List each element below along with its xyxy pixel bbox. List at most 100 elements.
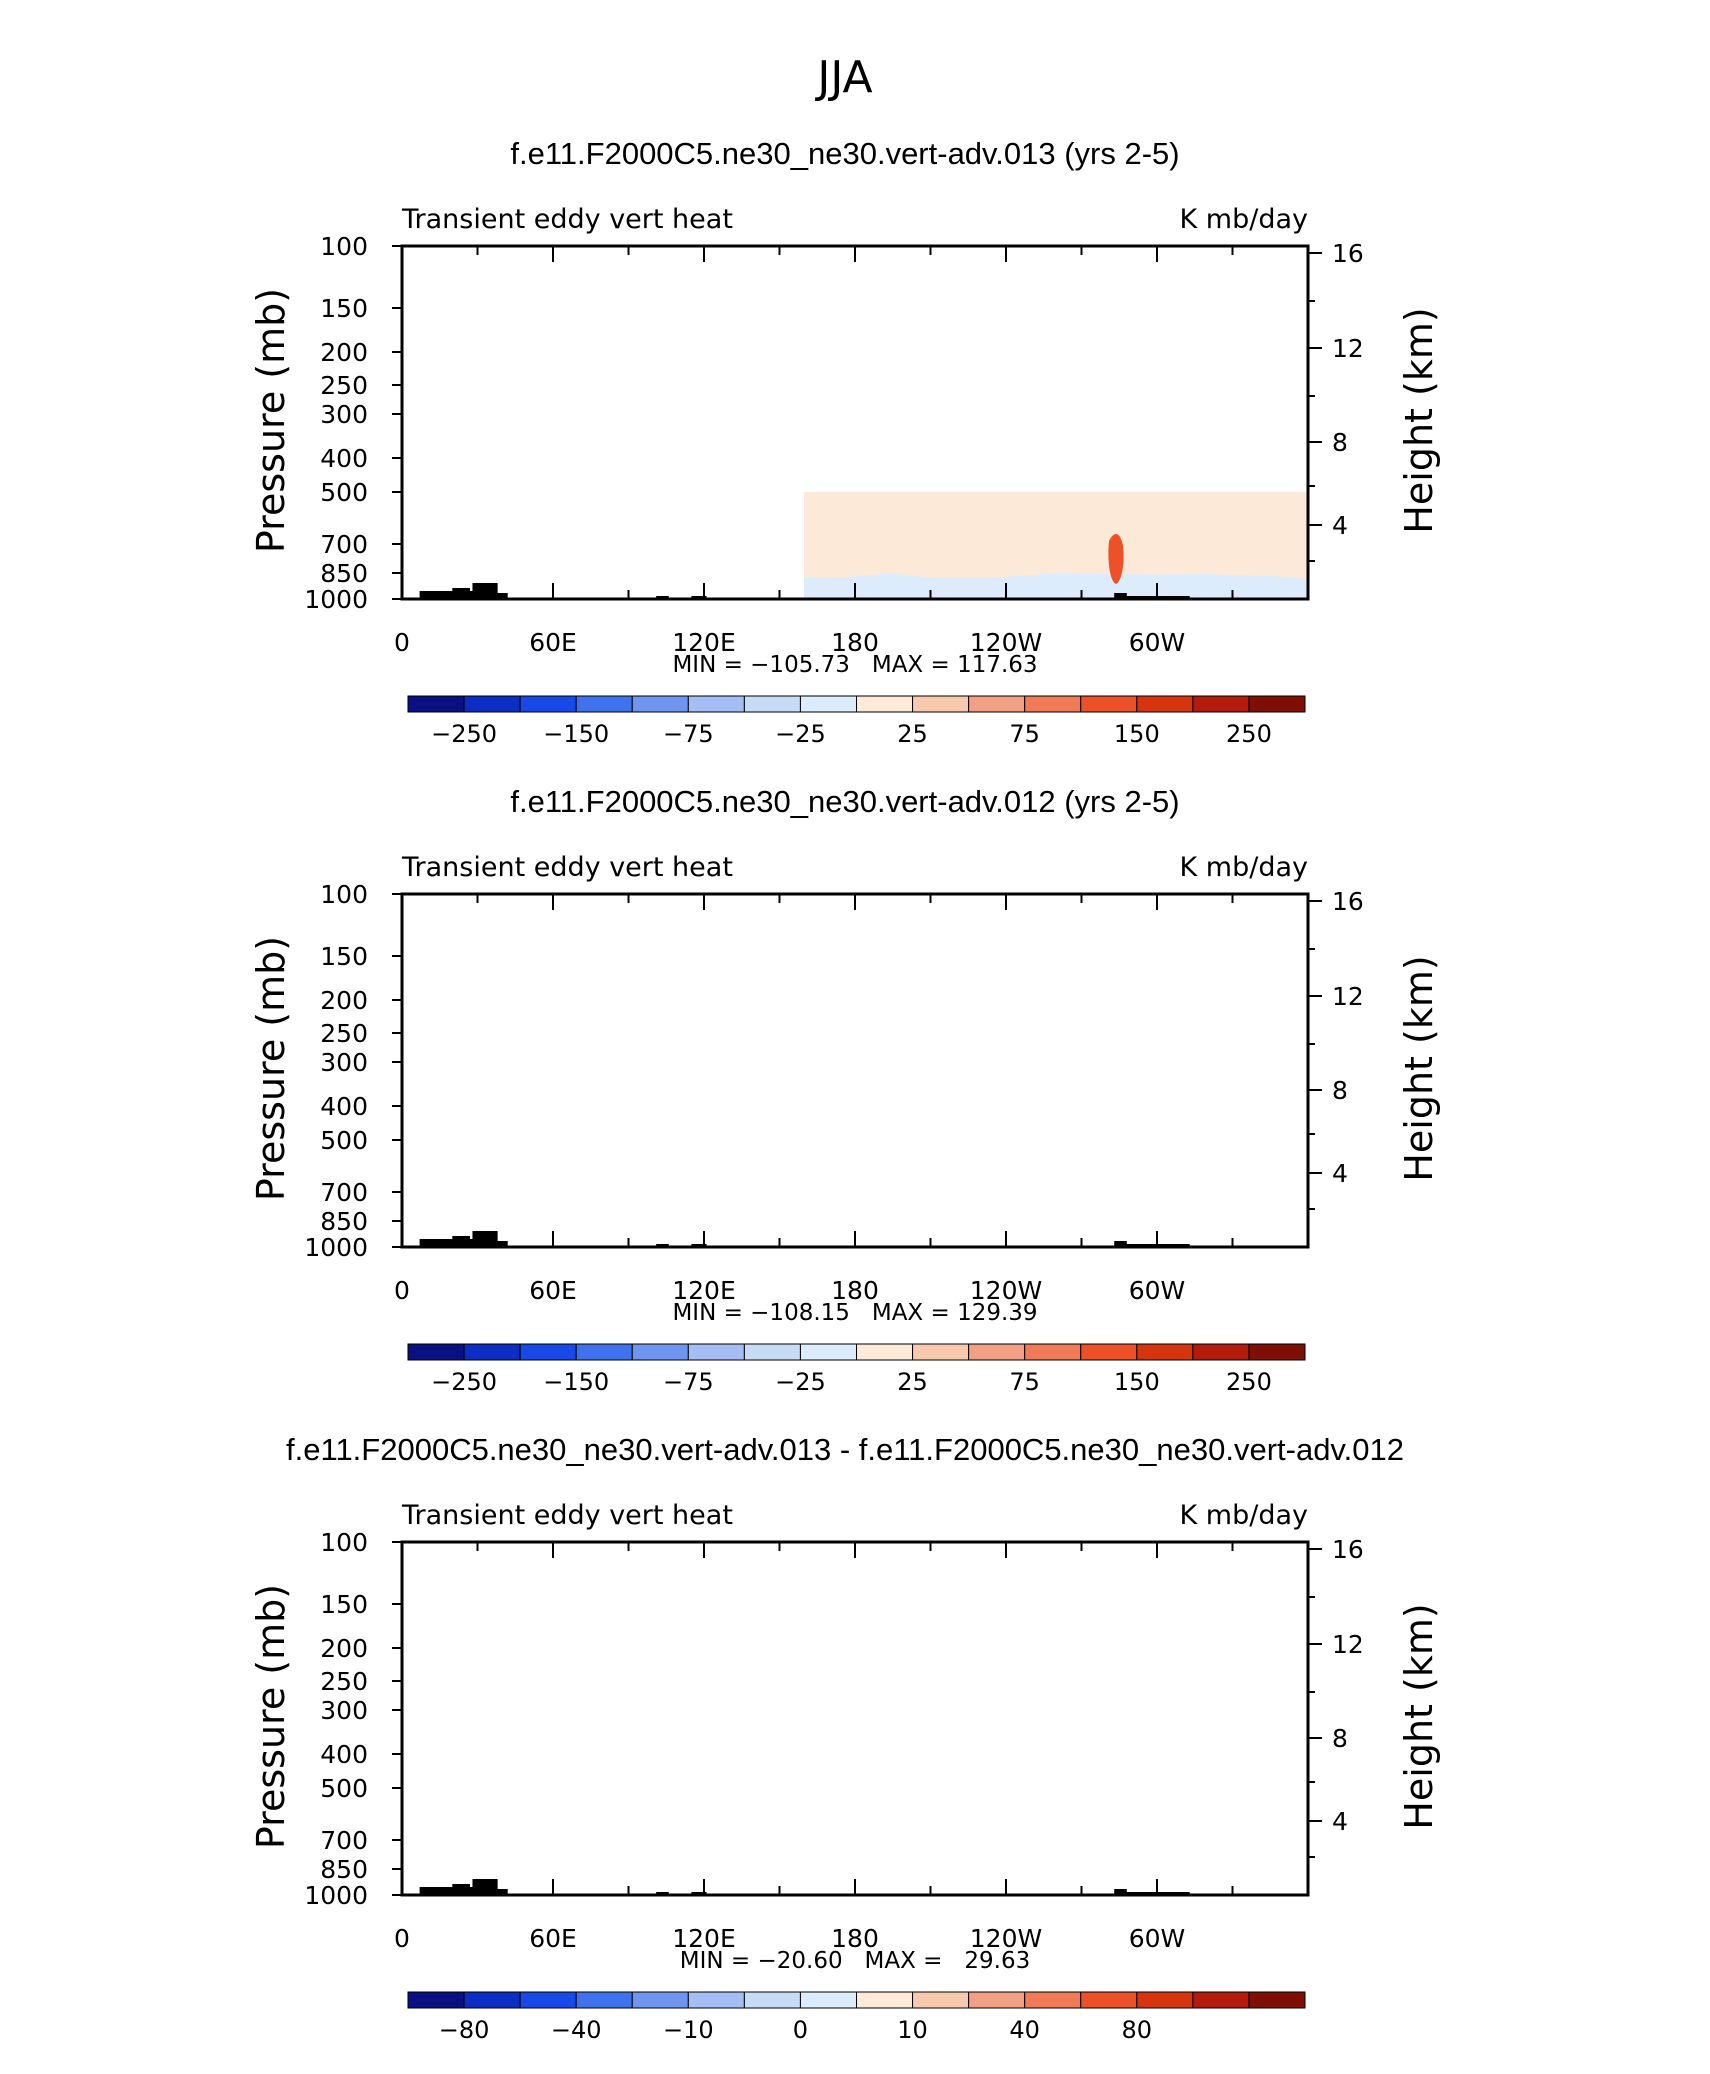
colorbar-swatch [687, 695, 745, 713]
contour-field [537, 355, 1308, 599]
colorbar-label: −75 [663, 720, 714, 748]
y-tick-label: 400 [320, 1092, 368, 1121]
colorbar-label: −250 [431, 720, 497, 748]
colorbar: −80 −40 −10 0 10 40 80 [407, 1991, 1306, 2044]
contour-region [732, 381, 768, 414]
x-tick-label: 0 [394, 1924, 410, 1953]
x-tick-label: 120E [672, 1924, 736, 1953]
x-tick-label: 120W [970, 628, 1042, 657]
contour-region [540, 1018, 574, 1076]
colorbar-swatch [575, 695, 633, 713]
contour-region [527, 1649, 874, 1884]
contour-region [549, 1673, 691, 1784]
min-max-stats: MIN = −20.60 MAX = 29.63 [680, 1948, 1030, 1974]
colorbar-swatch [856, 1991, 914, 2009]
colorbar-swatch [631, 1991, 689, 2009]
y-tick-label: 200 [320, 986, 368, 1015]
y-right-tick-label: 4 [1332, 1807, 1348, 1836]
y-axis-title: Pressure (mb) [249, 1584, 293, 1849]
y-tick-label: 100 [320, 232, 368, 261]
x-tick-label: 120W [970, 1276, 1042, 1305]
colorbar-label: 75 [1009, 1368, 1040, 1396]
y-tick-label: 700 [320, 1178, 368, 1207]
right-label: K mb/day [1180, 852, 1309, 883]
colorbar-swatch [968, 1991, 1026, 2009]
contour-region [1108, 1179, 1123, 1234]
x-tick-label: 60E [529, 1924, 577, 1953]
colorbar-swatch [1024, 695, 1082, 713]
contour-region [540, 363, 602, 447]
contour-region [402, 948, 1308, 1164]
x-tick-label: 120E [672, 1276, 736, 1305]
colorbar-swatch [687, 1991, 745, 2009]
colorbar-swatch [1080, 1343, 1138, 1361]
contour-region [534, 1008, 592, 1087]
y-tick-label: 400 [320, 444, 368, 473]
contour-region [553, 390, 574, 424]
colorbar: −250 −150 −75 −25 25 75 150 250 [407, 1343, 1306, 1396]
topography-block [495, 1889, 508, 1895]
y-tick-label: 300 [320, 400, 368, 429]
colorbar-label: −80 [439, 2016, 490, 2044]
contour-region [520, 1630, 884, 1892]
contour-region [1124, 1837, 1172, 1880]
colorbar-swatch [1136, 1991, 1194, 2009]
colorbar-swatch [912, 1343, 970, 1361]
y-tick-label: 850 [320, 1855, 368, 1884]
y-right-tick-label: 12 [1332, 1630, 1364, 1659]
colorbar-swatch [463, 695, 521, 713]
topography-block [472, 583, 498, 599]
contour-region [1116, 1811, 1124, 1837]
contour-region [537, 355, 860, 471]
panel-title: f.e11.F2000C5.ne30_ne30.vert-adv.012 (yr… [510, 784, 1179, 819]
topography-block [1114, 593, 1127, 599]
colorbar-label: −250 [431, 1368, 497, 1396]
left-label: Transient eddy vert heat [401, 1500, 733, 1531]
y-right-axis-title: Height (km) [1397, 1603, 1441, 1829]
left-label: Transient eddy vert heat [401, 852, 733, 883]
colorbar-label: −25 [775, 720, 826, 748]
y-tick-label: 400 [320, 1740, 368, 1769]
y-tick-label: 150 [320, 1590, 368, 1619]
panel-2: f.e11.F2000C5.ne30_ne30.vert-adv.012 (yr… [249, 784, 1441, 1396]
y-tick-label: 850 [320, 559, 368, 588]
x-tick-label: 180 [831, 1276, 879, 1305]
colorbar-swatch [1080, 695, 1138, 713]
colorbar-swatch [1024, 1343, 1082, 1361]
colorbar-label: 250 [1226, 1368, 1272, 1396]
colorbar-swatch [1248, 1343, 1306, 1361]
colorbar-swatch [799, 1991, 857, 2009]
y-tick-label: 250 [320, 1019, 368, 1048]
contour-region [474, 1189, 501, 1226]
contour-field [402, 1542, 1308, 1895]
x-tick-label: 0 [394, 1276, 410, 1305]
contour-region [1262, 402, 1308, 486]
colorbar-swatch [463, 1343, 521, 1361]
colorbar-swatch [1248, 1991, 1306, 2009]
y-tick-label: 850 [320, 1207, 368, 1236]
min-max-stats: MIN = −105.73 MAX = 117.63 [672, 652, 1037, 678]
colorbar-swatch [743, 1991, 801, 2009]
contour-region [842, 1137, 1053, 1214]
y-tick-label: 500 [320, 1126, 368, 1155]
colorbar-swatch [1024, 1991, 1082, 2009]
x-tick-label: 0 [394, 628, 410, 657]
topography-block [1114, 1889, 1127, 1895]
page-title: JJA [814, 52, 872, 103]
colorbar-label: 150 [1114, 1368, 1160, 1396]
topography-block [452, 1884, 470, 1895]
contour-field [402, 894, 1308, 1247]
colorbar-label: 75 [1009, 720, 1040, 748]
colorbar-swatch [799, 1343, 857, 1361]
colorbar-swatch [631, 695, 689, 713]
y-right-tick-label: 16 [1332, 1535, 1364, 1564]
panel-1: f.e11.F2000C5.ne30_ne30.vert-adv.013 (yr… [249, 136, 1441, 748]
y-tick-label: 500 [320, 478, 368, 507]
y-right-axis-title: Height (km) [1397, 955, 1441, 1181]
right-label: K mb/day [1180, 1500, 1309, 1531]
topography-block [1114, 1241, 1127, 1247]
y-axis-title: Pressure (mb) [249, 288, 293, 553]
colorbar-label: −150 [543, 720, 609, 748]
x-tick-label: 180 [831, 1924, 879, 1953]
colorbar-swatch [1136, 695, 1194, 713]
